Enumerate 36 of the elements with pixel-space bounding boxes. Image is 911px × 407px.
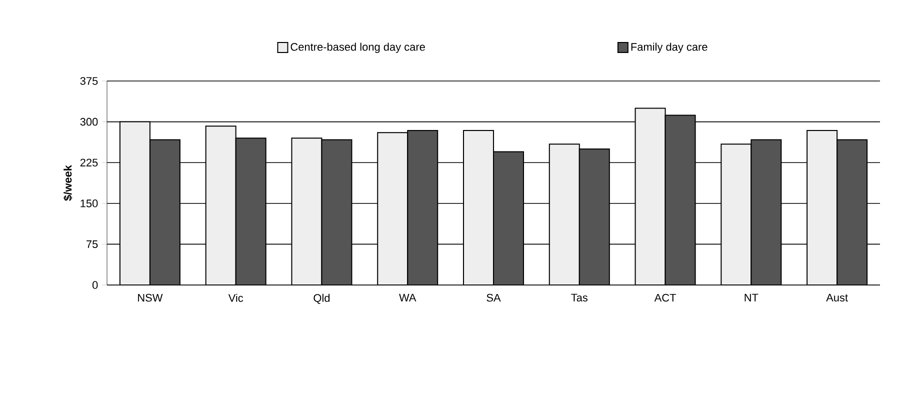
bar <box>548 144 580 285</box>
bar <box>750 139 782 285</box>
x-tick-label: ACT <box>654 294 676 302</box>
bar <box>720 144 752 285</box>
bar <box>119 121 150 285</box>
x-tick-label: Tas <box>571 294 588 302</box>
bar <box>634 108 666 285</box>
bar <box>149 139 180 285</box>
legend-label: Centre-based long day care <box>290 42 425 53</box>
x-tick-label: SA <box>486 294 501 302</box>
bar <box>321 139 352 285</box>
bar <box>235 138 266 285</box>
bar <box>463 130 494 285</box>
x-tick-label: NSW <box>138 294 163 302</box>
x-tick-label: Qld <box>314 294 330 304</box>
bar <box>493 151 524 285</box>
x-tick-label: Vic <box>228 294 244 302</box>
y-tick-label: 225 <box>80 158 98 166</box>
y-tick-label: 300 <box>80 118 98 126</box>
bar <box>664 114 696 285</box>
x-tick-label: NT <box>744 294 758 302</box>
bar <box>407 130 438 285</box>
y-tick-label: 150 <box>80 200 98 208</box>
x-tick-label: WA <box>399 294 416 302</box>
y-tick-label: 75 <box>86 240 98 248</box>
bar <box>377 132 408 285</box>
y-tick-label: 375 <box>80 77 98 85</box>
bar <box>291 138 322 285</box>
bar <box>836 139 868 285</box>
bar <box>205 126 236 285</box>
x-tick-label: Aust <box>826 294 848 302</box>
y-tick-label: 0 <box>92 281 98 289</box>
bar <box>806 130 838 285</box>
bar <box>578 148 610 285</box>
legend-label: Family day care <box>631 42 708 53</box>
y-axis-title: $/week <box>63 165 72 201</box>
